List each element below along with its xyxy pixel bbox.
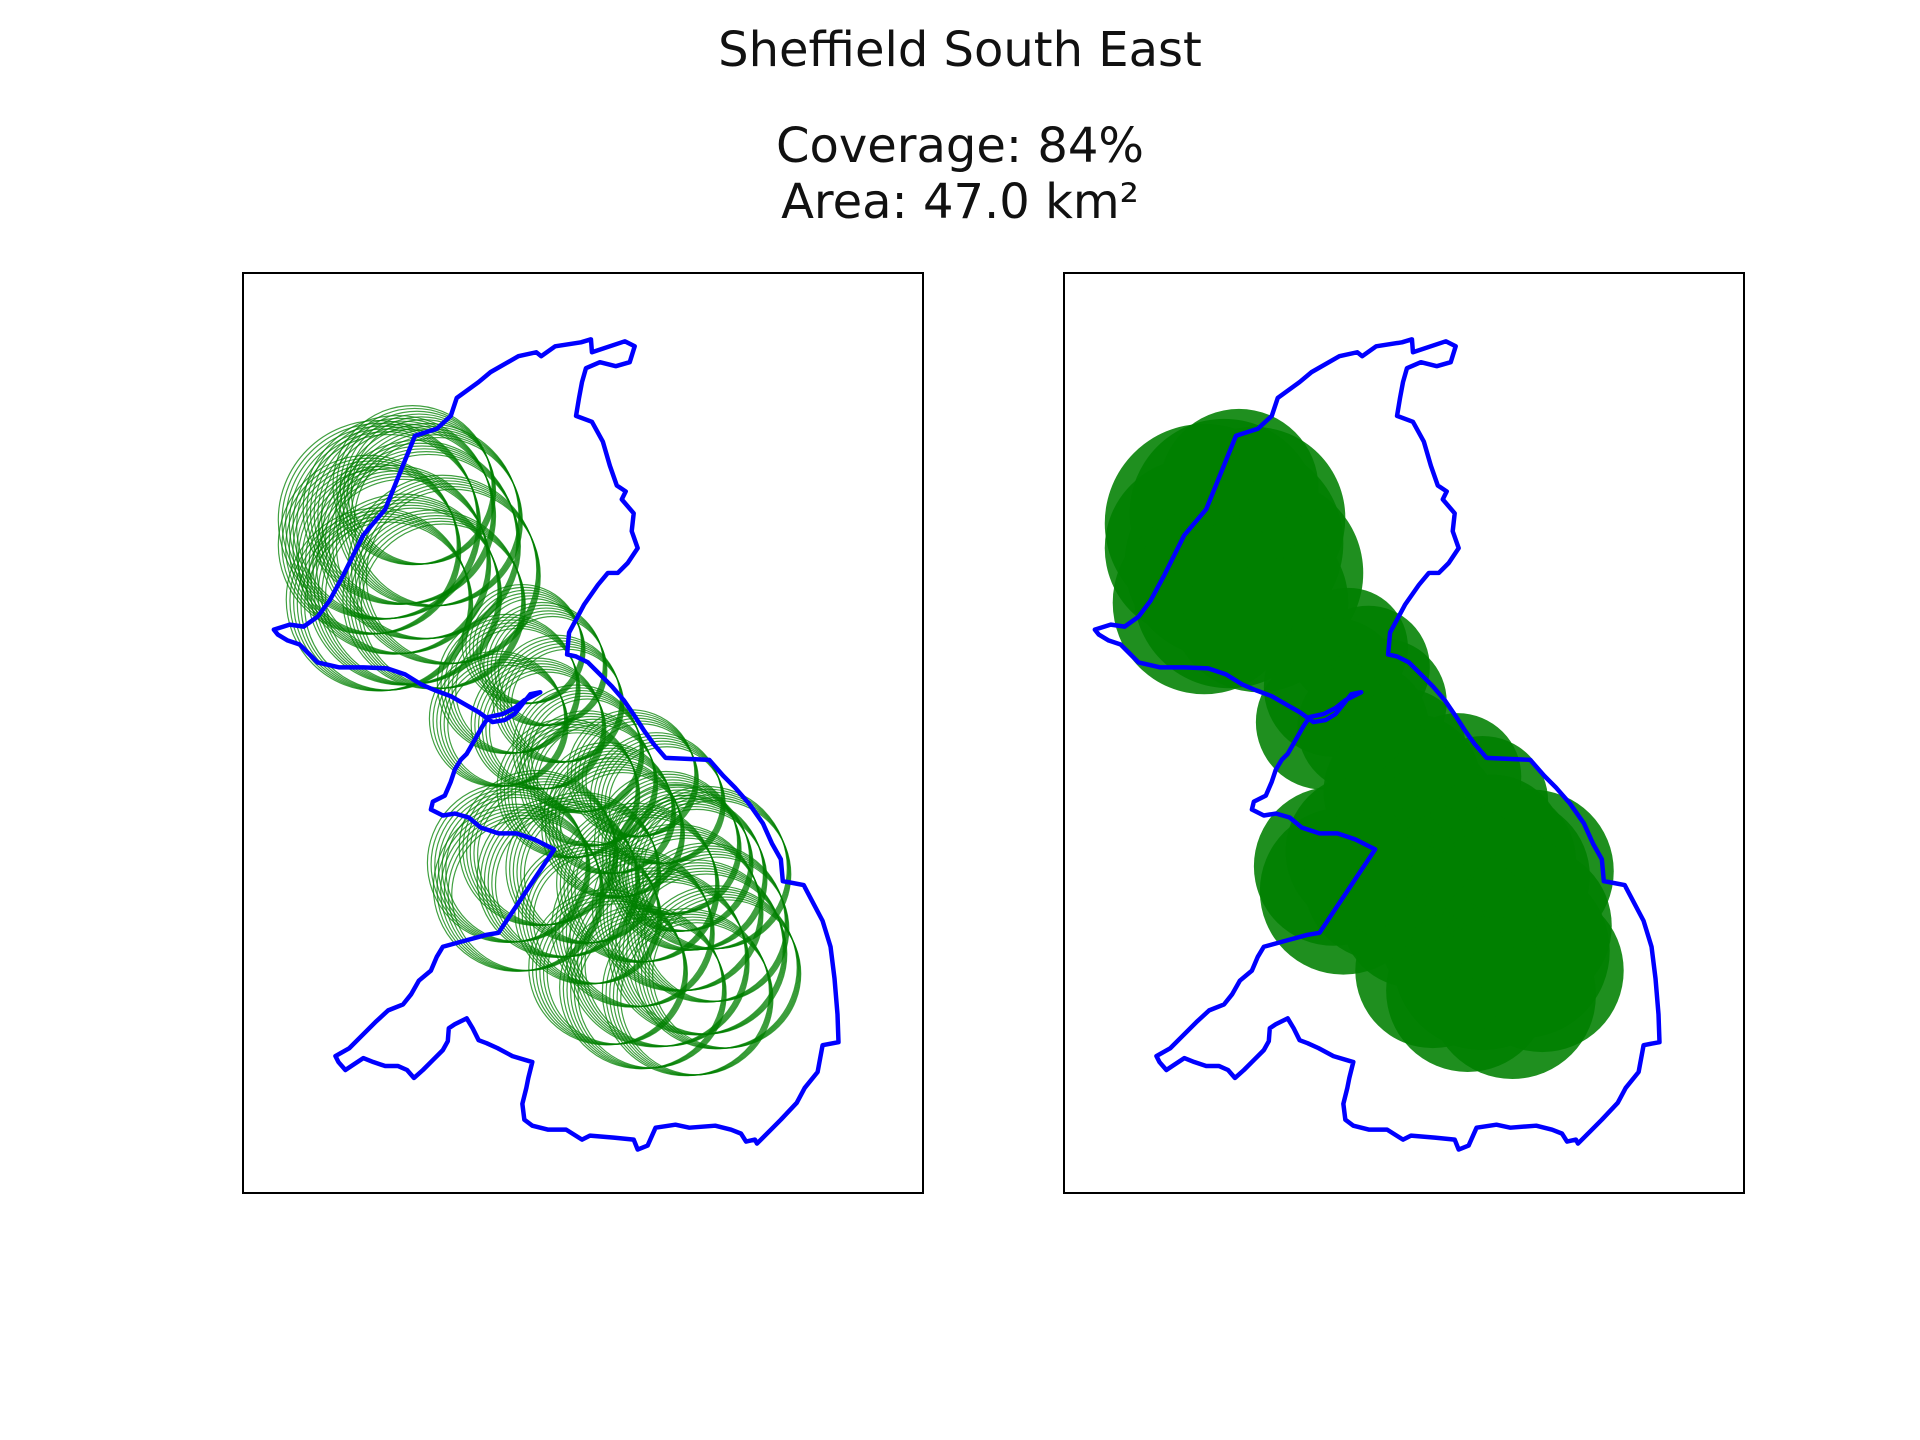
coverage-circle [651, 899, 802, 1049]
coverage-circle [494, 811, 641, 958]
coverage-circle [620, 922, 774, 1076]
coverage-circle [620, 797, 754, 932]
map-panel-filled [1063, 272, 1745, 1194]
coverage-circle [350, 419, 497, 565]
area-label: Area: 47.0 km² [781, 174, 1139, 230]
map-panel-outline [242, 272, 924, 1194]
coverage-circle [360, 523, 526, 689]
coverage-circles-outline [277, 405, 802, 1077]
map-outline-svg [271, 337, 841, 1152]
constituency-boundary [1092, 337, 1662, 1152]
coverage-circle [546, 903, 688, 1045]
coverage-circle [1332, 795, 1484, 947]
map-filled-svg [1092, 337, 1662, 1152]
coverage-circle [532, 854, 663, 984]
figure-title: Sheffield South East [718, 22, 1202, 78]
coverage-circle [626, 873, 788, 1035]
coverage-circles-filled [1104, 408, 1624, 1079]
coverage-circle [477, 783, 619, 926]
coverage-circle [644, 856, 790, 1002]
coverage-circle [523, 805, 662, 944]
constituency-boundary [271, 337, 841, 1152]
coverage-circle [1159, 408, 1319, 568]
coverage-circle [584, 881, 750, 1047]
coverage-label: Coverage: 84% [775, 118, 1145, 174]
coverage-circle [577, 919, 727, 1069]
